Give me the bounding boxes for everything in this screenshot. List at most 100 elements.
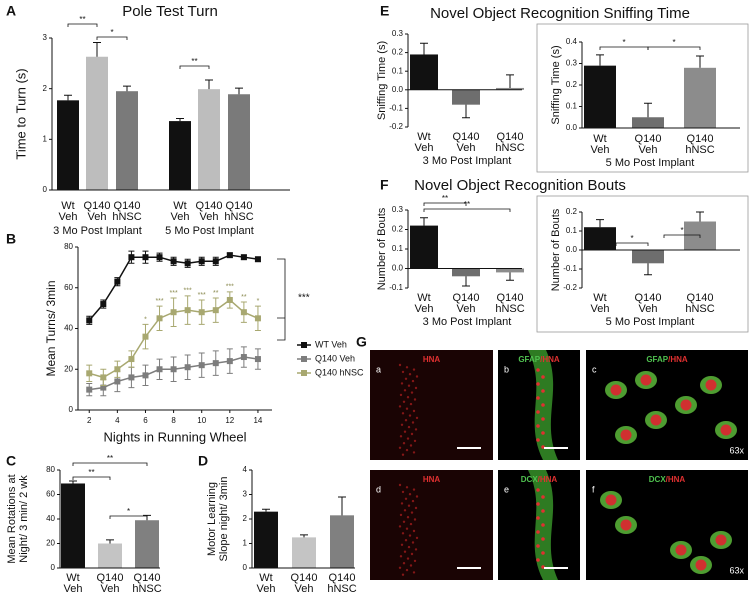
error-bar (338, 496, 346, 516)
y-axis-label: Sniffing Time (s) (376, 41, 388, 120)
bar (254, 511, 278, 568)
nucleus-dot (541, 445, 545, 449)
significance-bracket (647, 46, 701, 50)
x-tick-label: Q140 Veh (453, 131, 480, 154)
image-letter: e (504, 484, 509, 494)
nucleus-dot (410, 432, 414, 436)
x-tick-label: 14 (253, 416, 262, 425)
error-bar (123, 85, 131, 92)
y-tick-label: 0.2 (392, 48, 404, 57)
x-tick-label-line: Veh (101, 583, 120, 595)
y-tick-label: -0.1 (563, 264, 577, 273)
bar (169, 121, 191, 190)
nucleus-dot (541, 509, 545, 513)
stain-part: /HNA (540, 355, 560, 364)
error-bar (106, 539, 114, 544)
significance-bracket (72, 476, 111, 480)
x-tick-label-line: Q140 (97, 572, 124, 584)
y-tick-label: 3 (243, 490, 248, 499)
nucleus-dot (407, 384, 411, 387)
annotation: ** (241, 294, 247, 301)
nucleus-dot (407, 545, 411, 549)
nucleus-dot (411, 421, 415, 424)
bar (135, 520, 159, 568)
y-tick-label: 80 (64, 242, 73, 251)
x-tick-label-line: Q140 (497, 131, 524, 143)
panel-letter: F (380, 177, 389, 193)
y-tick-label: 0 (243, 563, 248, 572)
y-tick-label: 80 (46, 465, 55, 474)
point (156, 366, 163, 373)
x-tick-label: Q140 Veh (635, 292, 662, 315)
nucleus-dot (401, 532, 405, 535)
significance-bracket (663, 234, 701, 238)
cell-nucleus (610, 384, 622, 396)
bar (228, 94, 250, 190)
significance-label: ** (107, 454, 113, 463)
point (100, 374, 107, 381)
nucleus-dot (399, 555, 403, 558)
panel-frame (536, 23, 749, 173)
nucleus-dot (541, 403, 545, 407)
y-tick-label: 1 (243, 539, 248, 548)
nucleus-dot (541, 495, 545, 499)
x-tick-label: 4 (115, 416, 120, 425)
nucleus-dot (536, 438, 540, 442)
nucleus-dot (536, 488, 540, 492)
stain-label: DCX/HNA (521, 475, 558, 484)
bar (57, 100, 79, 190)
nucleus-dot (536, 516, 540, 520)
stain-label: DCX/HNA (649, 475, 686, 484)
point (240, 309, 247, 316)
y-tick-label: 0.1 (392, 244, 404, 253)
image-letter: a (376, 364, 381, 374)
x-axis-label: Nights in Running Wheel (103, 429, 246, 444)
point (142, 372, 149, 379)
significance-bracket (96, 36, 128, 40)
point (212, 258, 219, 265)
x-tick-label-line: Q140 (291, 572, 318, 584)
nucleus-dot (541, 565, 545, 569)
annotation: * (257, 298, 260, 305)
error-bar (93, 42, 101, 57)
nucleus-dot (404, 419, 408, 422)
x-tick-label: Wt Veh (171, 200, 190, 223)
group-label: 5 Mo Post Implant (165, 225, 254, 237)
nucleus-dot (536, 424, 540, 428)
y-tick-label: 0.2 (566, 207, 578, 216)
nucleus-dot (400, 382, 404, 385)
magnification: 63x (729, 445, 744, 455)
nucleus-dot (401, 490, 405, 494)
cell-nucleus (620, 519, 632, 531)
error-bar (506, 74, 514, 88)
legend-label: Q140 Veh (315, 353, 355, 363)
point (100, 384, 107, 391)
y-tick-label: -0.1 (389, 104, 403, 113)
x-tick-label-line: Q140 (329, 572, 356, 584)
error-bar (235, 87, 243, 95)
bar (452, 268, 480, 277)
y-tick-label: 20 (64, 364, 73, 373)
y-tick-label: -0.2 (563, 283, 577, 292)
y-tick-label: 60 (46, 490, 55, 499)
group-label: 3 Mo Post Implant (423, 316, 512, 328)
x-tick-label-line: Wt (593, 133, 606, 145)
stain-part: /HNA (666, 475, 686, 484)
point (114, 366, 121, 373)
y-tick-label: 20 (46, 539, 55, 548)
x-tick-label: Q140 Veh (196, 200, 223, 223)
nucleus-dot (405, 568, 409, 572)
error-bar (506, 272, 514, 281)
stain-part: DCX (521, 475, 539, 484)
x-tick-label: Wt Veh (591, 292, 610, 315)
point (226, 358, 233, 365)
magnification: 63x (729, 565, 744, 575)
x-tick-label: Q140 hNSC (224, 200, 253, 223)
panel-letter: B (6, 231, 16, 247)
nucleus-dot (398, 363, 402, 367)
x-tick-label-line: Q140 (196, 200, 223, 212)
significance-label: ** (88, 468, 94, 477)
nucleus-dot (403, 389, 407, 392)
annotation: *** (155, 298, 163, 305)
nucleus-dot (401, 453, 405, 456)
